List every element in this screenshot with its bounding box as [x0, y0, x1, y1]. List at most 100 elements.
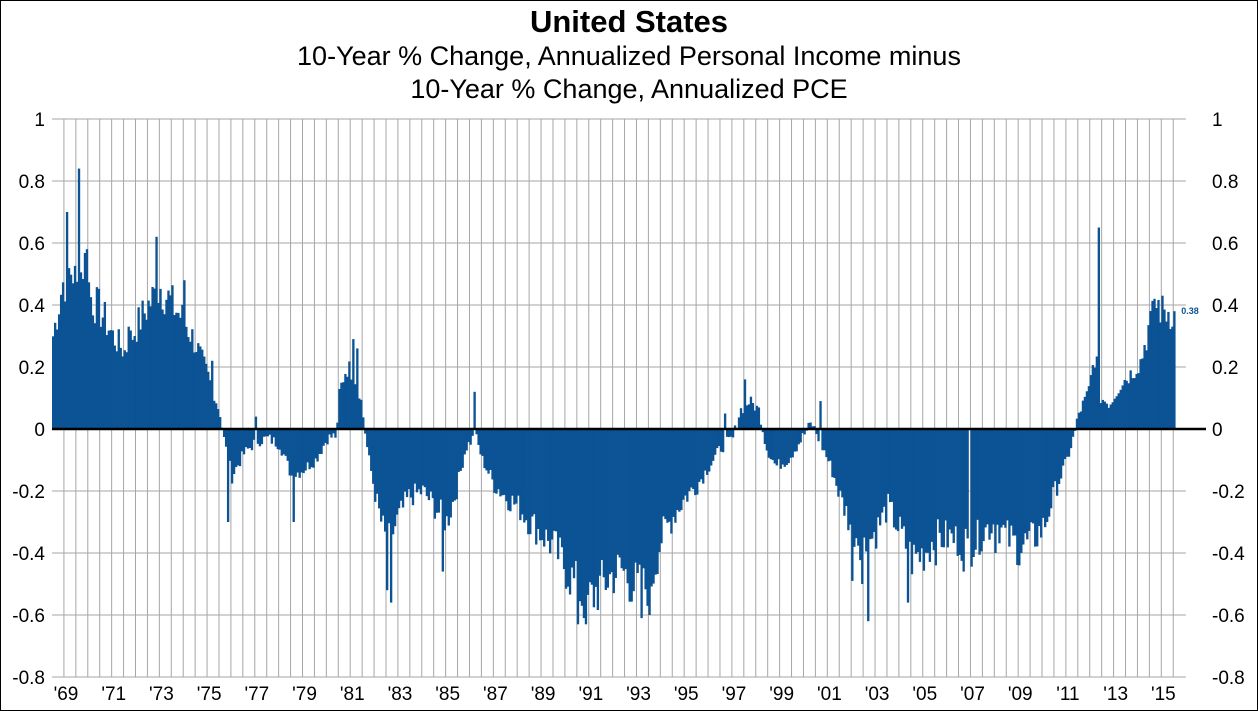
bar	[884, 429, 888, 523]
bar	[415, 429, 419, 493]
bar	[1125, 380, 1128, 429]
bar	[934, 429, 938, 566]
bar	[463, 429, 466, 455]
bar	[622, 429, 625, 571]
bar	[179, 317, 182, 429]
bar	[680, 429, 683, 511]
chart-subtitle-line-1: 10-Year % Change, Annualized Personal In…	[297, 41, 961, 71]
bar	[988, 429, 991, 540]
bar	[1051, 429, 1055, 488]
x-tick-label: '69	[54, 684, 79, 705]
bar	[358, 398, 361, 429]
bar	[157, 302, 160, 429]
bar	[702, 429, 705, 484]
bar	[1057, 429, 1061, 484]
bar	[930, 429, 934, 542]
bar	[1173, 311, 1176, 429]
bar	[316, 429, 319, 462]
bar	[153, 288, 156, 429]
bar	[324, 429, 327, 443]
bar	[459, 429, 462, 471]
bar	[948, 429, 951, 530]
bar	[566, 429, 570, 587]
bar	[1016, 429, 1019, 565]
bar	[791, 429, 794, 458]
bar	[807, 422, 810, 429]
bar	[145, 319, 148, 429]
bar	[910, 429, 914, 575]
bar	[847, 429, 850, 531]
bar	[618, 429, 621, 558]
bar	[101, 317, 105, 429]
bar	[574, 429, 578, 561]
bar	[737, 417, 741, 429]
bar	[845, 429, 848, 507]
bar	[213, 400, 216, 429]
bar	[1143, 344, 1146, 429]
bar	[1113, 398, 1116, 429]
bar	[789, 429, 792, 458]
bar	[207, 371, 210, 429]
bar	[873, 429, 876, 533]
bar	[906, 429, 910, 603]
bar	[278, 429, 281, 450]
bar	[1171, 326, 1174, 429]
bar	[288, 429, 291, 476]
bar	[417, 429, 421, 490]
bar	[612, 429, 615, 594]
bar	[1077, 412, 1081, 429]
bar	[65, 212, 69, 429]
bar	[592, 429, 596, 608]
bar	[177, 312, 180, 429]
y-tick-label-left: -0.2	[12, 482, 45, 503]
bar	[387, 429, 391, 524]
bar	[308, 429, 311, 470]
bar	[189, 341, 192, 429]
bar	[708, 429, 711, 472]
bar	[445, 429, 448, 517]
bar	[1119, 389, 1122, 429]
bar	[378, 429, 381, 509]
bar	[799, 429, 802, 443]
bar	[443, 429, 446, 531]
bar	[855, 429, 858, 539]
bar	[670, 429, 673, 534]
bar	[648, 429, 651, 615]
bar	[865, 429, 868, 552]
bar	[696, 429, 699, 495]
bar	[69, 274, 73, 429]
bar	[773, 429, 776, 464]
y-tick-label-left: 0.8	[19, 172, 45, 193]
bar	[950, 429, 953, 534]
bar	[552, 429, 556, 531]
bar	[1123, 379, 1126, 429]
bar	[429, 429, 433, 492]
bar	[755, 405, 759, 429]
bar	[61, 282, 65, 429]
bar	[533, 429, 536, 515]
bar	[401, 429, 405, 508]
y-tick-label-left: -0.8	[12, 668, 45, 689]
bar	[405, 429, 409, 498]
bar	[300, 429, 303, 473]
bar	[169, 295, 172, 429]
bar	[785, 429, 788, 466]
bar	[63, 301, 67, 429]
bar	[234, 429, 238, 468]
bar	[435, 429, 439, 513]
bar	[183, 280, 186, 429]
bar	[558, 429, 562, 538]
bar	[465, 429, 468, 451]
bar	[570, 429, 574, 568]
bar	[560, 429, 564, 548]
bar	[439, 429, 442, 500]
bar	[53, 322, 57, 429]
bar	[888, 429, 892, 503]
bar	[85, 249, 89, 429]
bar	[938, 429, 941, 533]
bar	[628, 429, 631, 602]
bar	[95, 287, 99, 429]
bar	[825, 429, 828, 458]
bar	[218, 417, 222, 429]
